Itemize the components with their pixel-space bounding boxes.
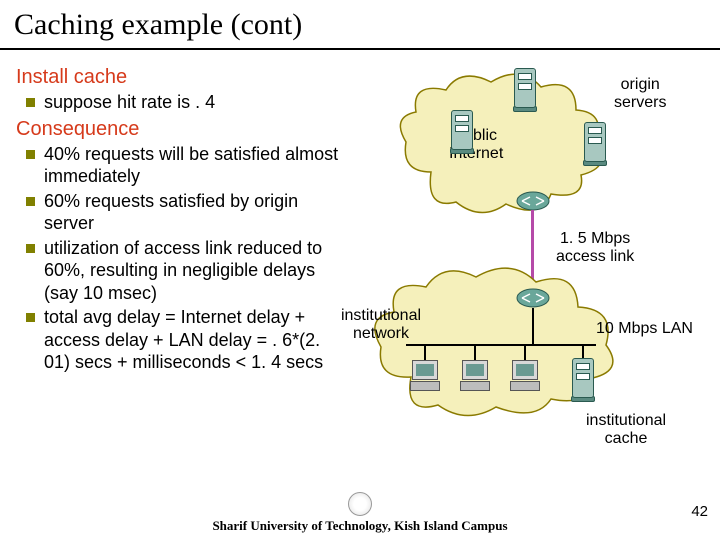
footer: Sharif University of Technology, Kish Is… [0,492,720,534]
pc-icon [408,360,442,394]
label-origin-servers: originservers [614,76,666,111]
label-lan: 10 Mbps LAN [596,320,693,338]
heading-install: Install cache [16,66,346,89]
slide-title: Caching example (cont) [14,8,706,42]
label-access-link: 1. 5 Mbpsaccess link [556,230,634,265]
heading-consequence: Consequence [16,118,346,141]
origin-server-icon [514,68,536,116]
label-institutional-cache: institutionalcache [586,412,666,447]
bullet-utilization: utilization of access link reduced to 60… [24,237,346,305]
university-logo-icon [348,492,372,516]
bullet-total-delay: total avg delay = Internet delay + acces… [24,306,346,374]
lan-drop [532,308,534,344]
network-diagram: publicInternet originservers 1. 5 Mbpsac… [346,62,712,376]
pc-icon [458,360,492,394]
bullet-hit-rate: suppose hit rate is . 4 [24,91,346,114]
cache-server-icon [572,358,594,406]
router-icon [516,287,550,307]
page-number: 42 [691,503,708,520]
pc-icon [508,360,542,394]
label-institutional-network: institutionalnetwork [326,307,436,342]
origin-server-icon [451,110,473,158]
cloud-public-internet: publicInternet [391,72,611,222]
origin-server-icon [584,122,606,170]
bullet-40pct: 40% requests will be satisfied almost im… [24,143,346,188]
lan-backbone [406,344,596,346]
router-icon [516,190,550,210]
footer-text: Sharif University of Technology, Kish Is… [212,518,507,533]
bullet-60pct: 60% requests satisfied by origin server [24,190,346,235]
